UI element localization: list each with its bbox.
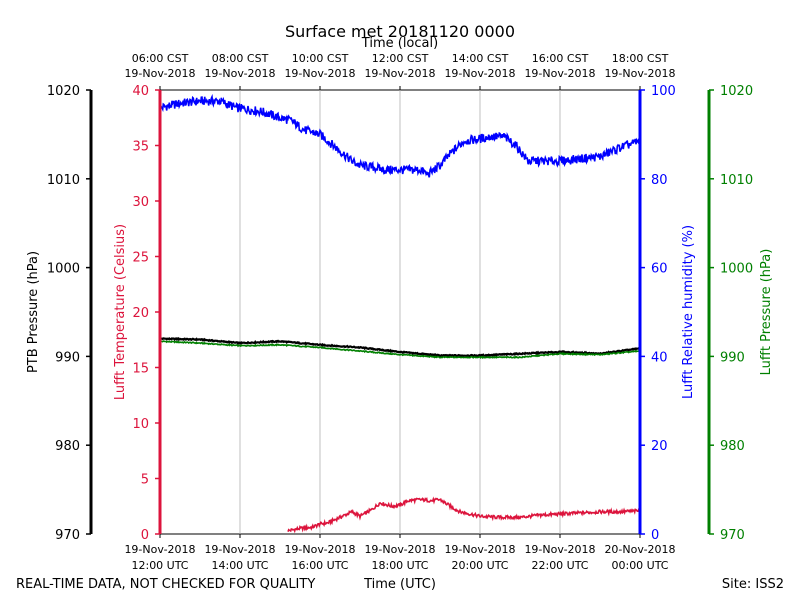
top-tick-label: 06:00 CST [132,52,189,65]
quality-disclaimer: REAL-TIME DATA, NOT CHECKED FOR QUALITY [16,577,315,592]
lufft_pressure-series-line [159,340,641,360]
top-tick-label: 14:00 CST [452,52,509,65]
temperature-tick-label: 0 [141,528,149,543]
bottom-tick-label: 00:00 UTC [611,559,668,572]
top-tick-label: 16:00 CST [532,52,589,65]
lufft-pressure-axis-label: Lufft Pressure (hPa) [759,249,774,376]
bottom-tick-label: 20-Nov-2018 [604,543,675,556]
bottom-tick-label: 19-Nov-2018 [364,543,435,556]
ptb-pressure-tick-label: 1020 [47,84,80,99]
ptb-pressure-axis-label: PTB Pressure (hPa) [26,251,41,373]
top-tick-label: 19-Nov-2018 [364,67,435,80]
bottom-tick-label: 12:00 UTC [131,559,188,572]
temperature-tick-label: 10 [132,417,149,432]
temperature-tick-label: 5 [141,473,149,488]
temperature-tick-label: 20 [132,306,149,321]
ptb-pressure-tick-label: 1000 [47,262,80,277]
top-tick-label: 08:00 CST [212,52,269,65]
top-tick-label: 19-Nov-2018 [284,67,355,80]
ptb-pressure-tick-label: 980 [55,439,80,454]
bottom-tick-label: 19-Nov-2018 [284,543,355,556]
bottom-axis-label: Time (UTC) [363,577,436,592]
top-tick-label: 12:00 CST [372,52,429,65]
lufft-pressure-tick-label: 1000 [720,262,753,277]
bottom-tick-label: 19-Nov-2018 [124,543,195,556]
humidity-tick-label: 40 [651,350,668,365]
lufft-pressure-tick-label: 970 [720,528,745,543]
temperature-tick-label: 40 [132,84,149,99]
top-tick-label: 19-Nov-2018 [204,67,275,80]
top-tick-label: 19-Nov-2018 [444,67,515,80]
ptb_pressure-series-line [159,336,641,358]
temperature-tick-label: 25 [132,251,149,266]
temperature-tick-label: 30 [132,195,149,210]
bottom-tick-label: 16:00 UTC [291,559,348,572]
ptb-pressure-tick-label: 970 [55,528,80,543]
lufft-pressure-tick-label: 1020 [720,84,753,99]
humidity-tick-label: 80 [651,173,668,188]
lufft-pressure-tick-label: 980 [720,439,745,454]
humidity-axis-label: Lufft Relative humidity (%) [681,225,696,399]
humidity-tick-label: 20 [651,439,668,454]
temperature-tick-label: 15 [132,362,149,377]
temperature-tick-label: 35 [132,140,149,155]
bottom-tick-label: 19-Nov-2018 [524,543,595,556]
humidity-tick-label: 0 [651,528,659,543]
humidity-tick-label: 60 [651,262,668,277]
bottom-tick-label: 20:00 UTC [451,559,508,572]
bottom-tick-label: 22:00 UTC [531,559,588,572]
humidity-series-line [159,93,641,178]
ptb-pressure-tick-label: 1010 [47,173,80,188]
bottom-tick-label: 14:00 UTC [211,559,268,572]
top-tick-label: 19-Nov-2018 [524,67,595,80]
top-tick-label: 19-Nov-2018 [124,67,195,80]
temperature-axis-label: Lufft Temperature (Celsius) [113,224,128,400]
temperature-series-line [287,496,641,534]
top-tick-label: 10:00 CST [292,52,349,65]
bottom-tick-label: 19-Nov-2018 [444,543,515,556]
chart-title: Surface met 20181120 0000 [285,22,515,41]
humidity-tick-label: 100 [651,84,676,99]
lufft-pressure-tick-label: 1010 [720,173,753,188]
bottom-tick-label: 19-Nov-2018 [204,543,275,556]
top-tick-label: 19-Nov-2018 [604,67,675,80]
top-axis-label: Time (local) [361,36,438,51]
site-label: Site: ISS2 [722,577,784,592]
bottom-tick-label: 18:00 UTC [371,559,428,572]
ptb-pressure-tick-label: 990 [55,350,80,365]
top-tick-label: 18:00 CST [612,52,669,65]
lufft-pressure-tick-label: 990 [720,350,745,365]
